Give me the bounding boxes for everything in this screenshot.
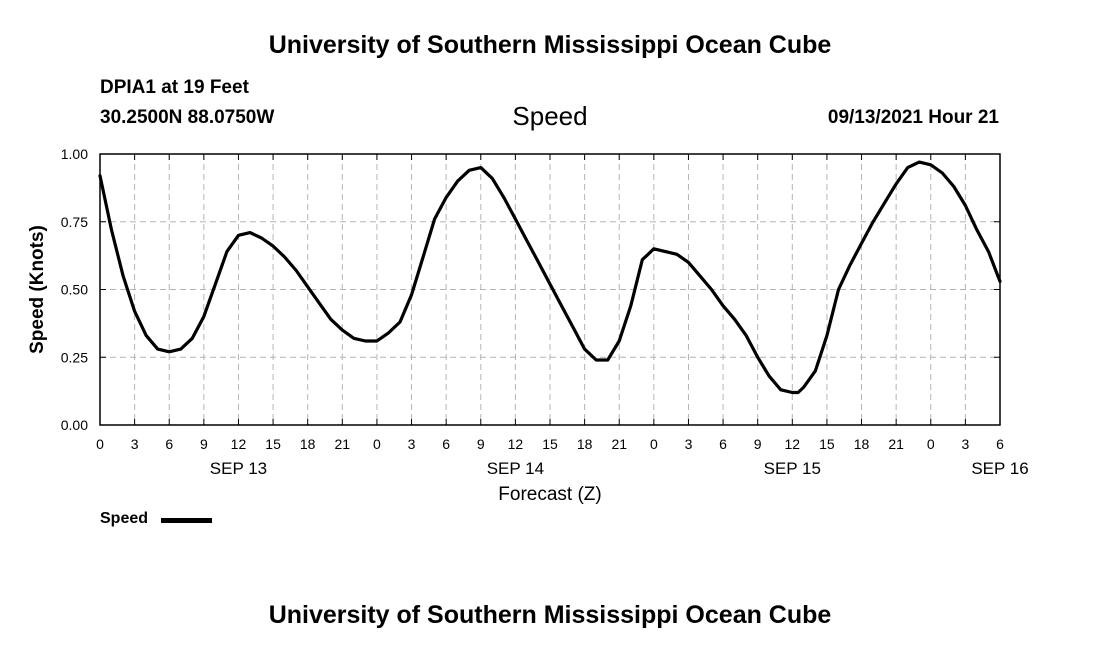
x-tick-label: 0 [96, 436, 104, 452]
y-tick-label: 0.75 [61, 214, 88, 230]
bottom-title: University of Southern Mississippi Ocean… [268, 601, 832, 629]
x-tick-label: 3 [961, 436, 969, 452]
x-axis-label: Forecast (Z) [498, 484, 601, 505]
x-tick-label: 9 [477, 436, 485, 452]
x-tick-label: 18 [577, 436, 593, 452]
x-tick-label: 12 [231, 436, 247, 452]
date-label: SEP 16 [971, 459, 1028, 478]
x-tick-label: 21 [611, 436, 627, 452]
x-tick-label: 15 [265, 436, 281, 452]
x-tick-label: 6 [442, 436, 450, 452]
station-label: DPIA1 at 19 Feet [100, 77, 249, 98]
x-tick-label: 3 [685, 436, 693, 452]
y-axis-label: Speed (Knots) [27, 225, 48, 354]
x-tick-label: 9 [200, 436, 208, 452]
legend-label: Speed [100, 510, 149, 527]
x-tick-label: 18 [854, 436, 870, 452]
x-tick-label: 12 [785, 436, 801, 452]
x-tick-label: 21 [335, 436, 351, 452]
x-tick-label: 6 [165, 436, 173, 452]
x-tick-label: 3 [131, 436, 139, 452]
y-tick-label: 0.50 [61, 282, 88, 298]
x-tick-label: 0 [927, 436, 935, 452]
legend-line-swatch [161, 518, 212, 523]
coordinates-label: 30.2500N 88.0750W [100, 107, 275, 128]
top-title: University of Southern Mississippi Ocean… [268, 31, 832, 59]
speed-series-line [98, 160, 1002, 395]
x-tick-label: 15 [819, 436, 835, 452]
x-tick-label: 15 [542, 436, 558, 452]
x-tick-label: 12 [508, 436, 524, 452]
x-tick-label: 3 [408, 436, 416, 452]
x-tick-label: 0 [650, 436, 658, 452]
x-tick-label: 9 [754, 436, 762, 452]
y-tick-label: 0.00 [61, 417, 88, 433]
x-tick-label: 6 [996, 436, 1004, 452]
x-tick-label: 6 [719, 436, 727, 452]
x-tick-label: 18 [300, 436, 316, 452]
chart-title: Speed [512, 101, 588, 131]
y-tick-label: 1.00 [61, 146, 88, 162]
date-label: SEP 13 [210, 459, 267, 478]
x-tick-label: 21 [888, 436, 904, 452]
x-tick-label: 0 [373, 436, 381, 452]
date-label: SEP 15 [764, 459, 821, 478]
y-tick-label: 0.25 [61, 349, 88, 365]
run-time-label: 09/13/2021 Hour 21 [827, 107, 999, 128]
date-label: SEP 14 [487, 459, 544, 478]
plot-frame [99, 153, 1001, 426]
